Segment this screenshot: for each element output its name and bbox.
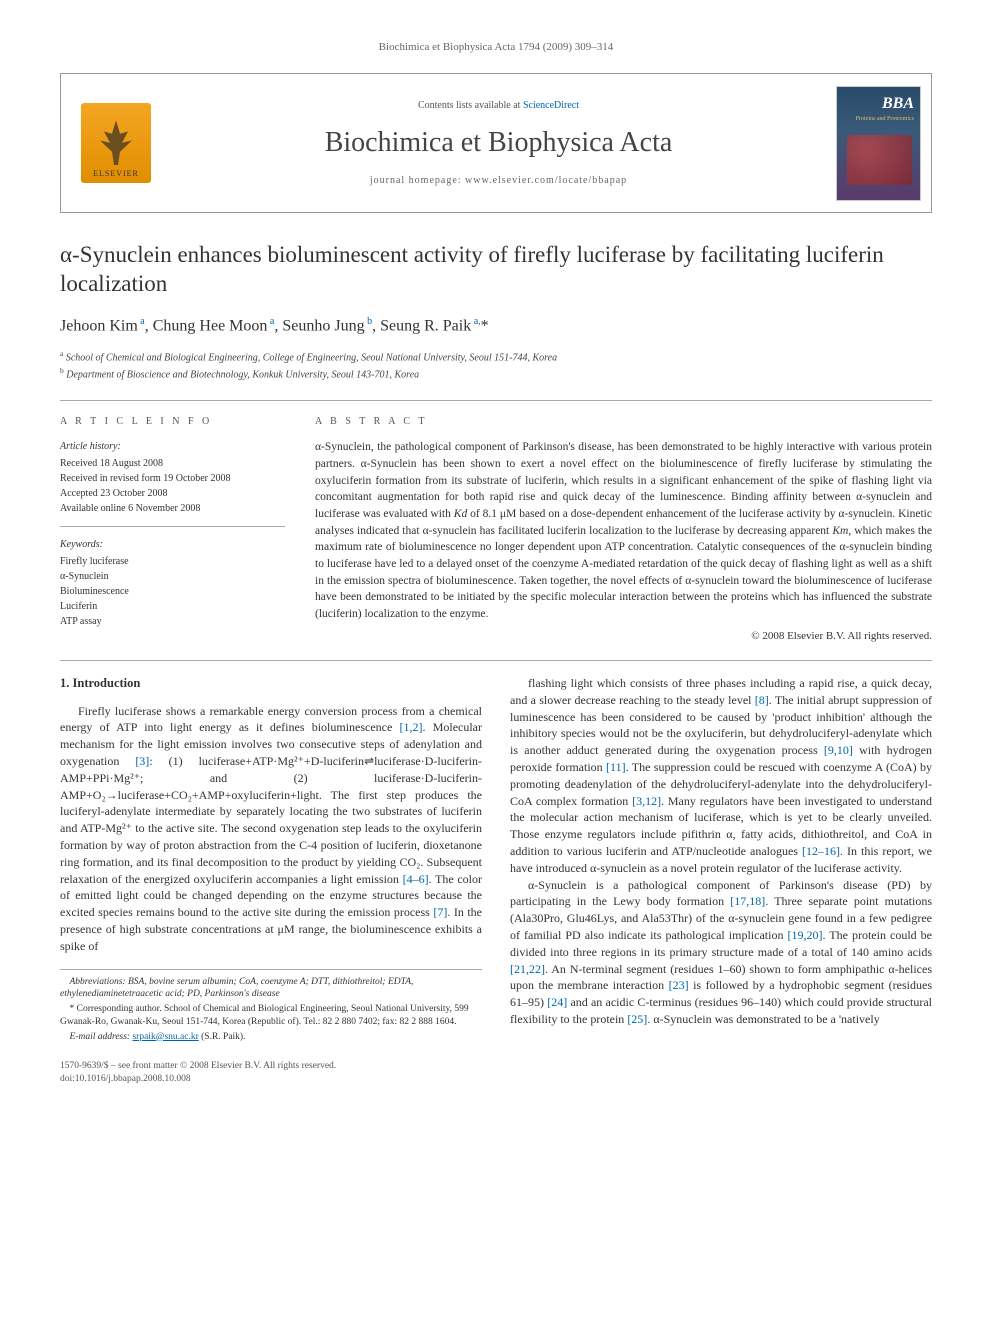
elsevier-logo: ELSEVIER — [81, 103, 151, 183]
divider-top — [60, 400, 932, 401]
journal-name: Biochimica et Biophysica Acta — [325, 123, 673, 162]
article-info-head: A R T I C L E I N F O — [60, 415, 285, 429]
cover-subtitle: Proteins and Proteomics — [856, 115, 914, 123]
homepage-url: www.elsevier.com/locate/bbapap — [465, 175, 627, 186]
author-3: Seunho Jung — [282, 317, 364, 334]
abstract-head: A B S T R A C T — [315, 415, 932, 429]
info-abstract-row: A R T I C L E I N F O Article history: R… — [60, 415, 932, 644]
authors-line: Jehoon Kim a, Chung Hee Moon a, Seunho J… — [60, 315, 932, 338]
contents-prefix: Contents lists available at — [418, 100, 523, 111]
elsevier-tree-icon — [96, 120, 136, 165]
affiliation-b: b Department of Bioscience and Biotechno… — [60, 365, 932, 382]
intro-para-2: flashing light which consists of three p… — [510, 675, 932, 877]
affiliation-a: a School of Chemical and Biological Engi… — [60, 348, 932, 365]
article-info-column: A R T I C L E I N F O Article history: R… — [60, 415, 285, 644]
history-online: Available online 6 November 2008 — [60, 501, 285, 516]
divider-bottom — [60, 660, 932, 661]
author-4-affil: a, — [471, 316, 480, 327]
corresponding-footnote: * Corresponding author. School of Chemic… — [60, 1003, 482, 1029]
history-received: Received 18 August 2008 — [60, 456, 285, 471]
page-footer: 1570-9639/$ – see front matter © 2008 El… — [60, 1054, 932, 1087]
footer-left: 1570-9639/$ – see front matter © 2008 El… — [60, 1060, 336, 1087]
journal-cover-box: BBA Proteins and Proteomics — [826, 74, 931, 212]
issn-line: 1570-9639/$ – see front matter © 2008 El… — [60, 1060, 336, 1073]
intro-para-1: Firefly luciferase shows a remarkable en… — [60, 703, 482, 955]
abbreviations-footnote: Abbreviations: BSA, bovine serum albumin… — [60, 976, 482, 1002]
author-2: Chung Hee Moon — [153, 317, 268, 334]
keywords-head: Keywords: — [60, 537, 285, 552]
masthead: ELSEVIER Contents lists available at Sci… — [60, 73, 932, 213]
cover-image-icon — [847, 135, 912, 185]
author-2-affil: a — [267, 316, 274, 327]
abstract-column: A B S T R A C T α-Synuclein, the patholo… — [315, 415, 932, 644]
journal-cover: BBA Proteins and Proteomics — [836, 86, 921, 201]
affiliations: a School of Chemical and Biological Engi… — [60, 348, 932, 383]
cover-bba-text: BBA — [882, 93, 914, 115]
history-block: Article history: Received 18 August 2008… — [60, 439, 285, 527]
sciencedirect-link[interactable]: ScienceDirect — [523, 100, 579, 111]
keyword-2: α-Synuclein — [60, 569, 285, 584]
elsevier-label: ELSEVIER — [93, 168, 139, 179]
abbreviations-text: Abbreviations: BSA, bovine serum albumin… — [60, 977, 413, 1000]
email-who: (S.R. Paik). — [201, 1032, 245, 1042]
history-accepted: Accepted 23 October 2008 — [60, 486, 285, 501]
footnotes-block: Abbreviations: BSA, bovine serum albumin… — [60, 969, 482, 1044]
author-3-affil: b — [365, 316, 373, 327]
copyright-line: © 2008 Elsevier B.V. All rights reserved… — [315, 629, 932, 644]
affiliation-a-text: School of Chemical and Biological Engine… — [66, 352, 557, 363]
email-label: E-mail address: — [70, 1032, 131, 1042]
publisher-logo-box: ELSEVIER — [61, 74, 171, 212]
author-4: Seung R. Paik — [380, 317, 471, 334]
author-1: Jehoon Kim — [60, 317, 138, 334]
keyword-3: Bioluminescence — [60, 584, 285, 599]
section-1-head: 1. Introduction — [60, 675, 482, 693]
keyword-4: Luciferin — [60, 599, 285, 614]
journal-homepage-line: journal homepage: www.elsevier.com/locat… — [370, 174, 627, 188]
running-head: Biochimica et Biophysica Acta 1794 (2009… — [60, 40, 932, 55]
doi-line: doi:10.1016/j.bbapap.2008.10.008 — [60, 1073, 336, 1086]
email-footnote: E-mail address: srpaik@snu.ac.kr (S.R. P… — [60, 1031, 482, 1044]
contents-available-line: Contents lists available at ScienceDirec… — [418, 99, 579, 113]
body-two-column: 1. Introduction Firefly luciferase shows… — [60, 675, 932, 1044]
abstract-text: α-Synuclein, the pathological component … — [315, 439, 932, 622]
masthead-center: Contents lists available at ScienceDirec… — [171, 74, 826, 212]
homepage-prefix: journal homepage: — [370, 175, 465, 186]
history-head: Article history: — [60, 439, 285, 454]
keywords-block: Keywords: Firefly luciferase α-Synuclein… — [60, 537, 285, 629]
affiliation-b-text: Department of Bioscience and Biotechnolo… — [66, 369, 419, 380]
keyword-1: Firefly luciferase — [60, 554, 285, 569]
corresponding-star: * — [481, 317, 489, 334]
intro-para-3: α-Synuclein is a pathological component … — [510, 877, 932, 1028]
keyword-5: ATP assay — [60, 614, 285, 629]
article-title: α-Synuclein enhances bioluminescent acti… — [60, 241, 932, 299]
author-1-affil: a — [138, 316, 145, 327]
email-link[interactable]: srpaik@snu.ac.kr — [132, 1032, 198, 1042]
history-revised: Received in revised form 19 October 2008 — [60, 471, 285, 486]
page-container: Biochimica et Biophysica Acta 1794 (2009… — [0, 0, 992, 1116]
